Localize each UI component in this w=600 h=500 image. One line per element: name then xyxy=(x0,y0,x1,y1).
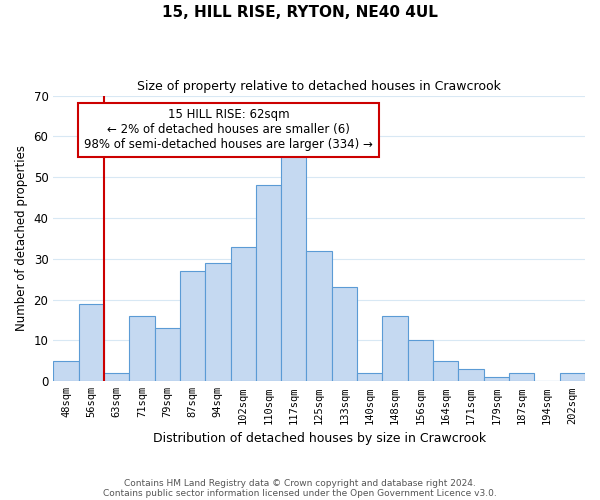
Bar xyxy=(180,271,205,382)
Bar xyxy=(509,373,535,382)
Bar xyxy=(104,373,129,382)
Bar xyxy=(155,328,180,382)
Title: Size of property relative to detached houses in Crawcrook: Size of property relative to detached ho… xyxy=(137,80,501,93)
Bar xyxy=(53,361,79,382)
Text: Contains public sector information licensed under the Open Government Licence v3: Contains public sector information licen… xyxy=(103,488,497,498)
Y-axis label: Number of detached properties: Number of detached properties xyxy=(15,146,28,332)
Bar xyxy=(205,263,230,382)
Bar xyxy=(382,316,408,382)
Text: 15 HILL RISE: 62sqm
← 2% of detached houses are smaller (6)
98% of semi-detached: 15 HILL RISE: 62sqm ← 2% of detached hou… xyxy=(85,108,373,152)
X-axis label: Distribution of detached houses by size in Crawcrook: Distribution of detached houses by size … xyxy=(152,432,486,445)
Bar xyxy=(79,304,104,382)
Bar xyxy=(307,250,332,382)
Bar xyxy=(408,340,433,382)
Bar xyxy=(357,373,382,382)
Bar xyxy=(484,377,509,382)
Bar xyxy=(332,288,357,382)
Bar xyxy=(281,152,307,382)
Text: 15, HILL RISE, RYTON, NE40 4UL: 15, HILL RISE, RYTON, NE40 4UL xyxy=(162,5,438,20)
Bar xyxy=(433,361,458,382)
Bar xyxy=(560,373,585,382)
Bar xyxy=(129,316,155,382)
Text: Contains HM Land Registry data © Crown copyright and database right 2024.: Contains HM Land Registry data © Crown c… xyxy=(124,478,476,488)
Bar xyxy=(230,246,256,382)
Bar xyxy=(458,369,484,382)
Bar xyxy=(256,186,281,382)
